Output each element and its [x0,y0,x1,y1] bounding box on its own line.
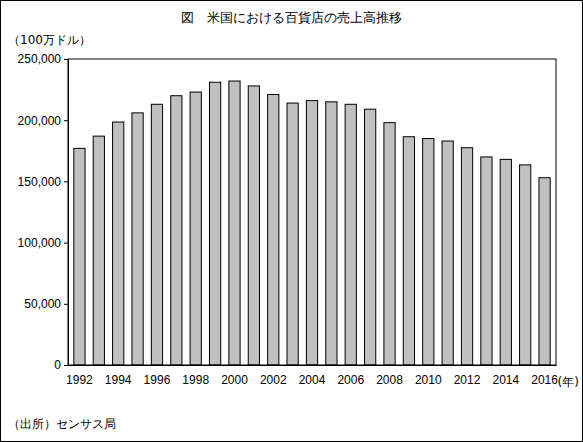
bar [384,123,395,365]
x-tick-label: 2008 [376,373,403,387]
x-tick: 2000 [221,365,248,387]
x-tick: 2010 [415,365,442,387]
bar [403,137,414,365]
x-tick-label: 2002 [260,373,287,387]
x-tick: 2004 [299,365,326,387]
y-tick: 50,000 [24,297,68,311]
y-tick-label: 150,000 [18,175,62,189]
bar [306,101,317,365]
y-axis-title: （100万ドル） [8,33,91,47]
x-tick: 2014 [492,365,519,387]
bar [132,113,143,365]
y-tick-mark [64,59,68,60]
x-tick-label: 2016 [531,373,558,387]
x-tick-label: 1994 [105,373,132,387]
bar [481,157,492,365]
y-tick-mark [64,181,68,182]
y-tick: 100,000 [18,236,68,250]
x-axis-line [69,365,557,366]
x-axis-title: (年) [558,375,579,389]
bar [209,82,220,365]
y-tick-mark [64,120,68,121]
y-tick-mark [64,304,68,305]
x-tick-label: 2004 [299,373,326,387]
x-axis: 1992 1994 1996 1998 2000 2002 2004 2006 2008 2010… [66,365,558,387]
x-tick-label: 2000 [221,373,248,387]
x-tick: 1992 [66,365,93,387]
bar [326,102,337,365]
bar [520,165,531,365]
x-tick: 2002 [260,365,287,387]
y-tick-label: 200,000 [18,114,62,128]
x-tick-label: 2012 [454,373,481,387]
bar [500,159,511,365]
bar [423,139,434,365]
x-tick: 1996 [144,365,171,387]
bar [248,86,259,365]
y-axis-line [64,60,69,366]
y-tick-label: 0 [54,358,61,372]
plot-frame [68,59,556,365]
y-tick: 0 [54,358,68,372]
bar [287,103,298,365]
y-tick-label: 100,000 [18,236,62,250]
x-tick: 1994 [105,365,132,387]
outer-frame [1,1,583,442]
bar [113,122,124,365]
y-tick: 250,000 [18,52,68,66]
y-tick-label: 250,000 [18,52,62,66]
y-tick-mark [64,243,68,244]
bar [345,104,356,365]
x-tick-label: 1992 [66,373,93,387]
y-axis: 0 50,000 100,000 150,000 200,000 250,000 [18,52,69,372]
y-tick-label: 50,000 [24,297,61,311]
x-tick: 1998 [182,365,209,387]
bars [74,81,550,365]
bar [171,96,182,365]
x-tick-label: 2006 [337,373,364,387]
y-tick: 150,000 [18,175,68,189]
chart: 050,000100,000150,000200,000250,00019921… [0,0,583,442]
y-tick-mark [64,365,68,366]
x-tick-label: 1998 [182,373,209,387]
x-tick-label: 2010 [415,373,442,387]
bar [229,81,240,365]
y-tick: 200,000 [18,114,68,128]
bar [442,141,453,365]
bar [461,148,472,365]
title: 図 米国における百貨店の売上高推移 [181,10,402,25]
bar [74,148,85,365]
bar [93,136,104,365]
bar [151,104,162,365]
bar [190,92,201,365]
bar [268,94,279,365]
x-tick-label: 2014 [492,373,519,387]
bar [365,109,376,365]
x-tick: 2012 [454,365,481,387]
x-tick: 2006 [337,365,364,387]
x-tick-label: 1996 [144,373,171,387]
bar [539,178,550,365]
x-tick: 2016 [531,365,558,387]
x-tick: 2008 [376,365,403,387]
source: （出所）センサス局 [8,417,116,431]
